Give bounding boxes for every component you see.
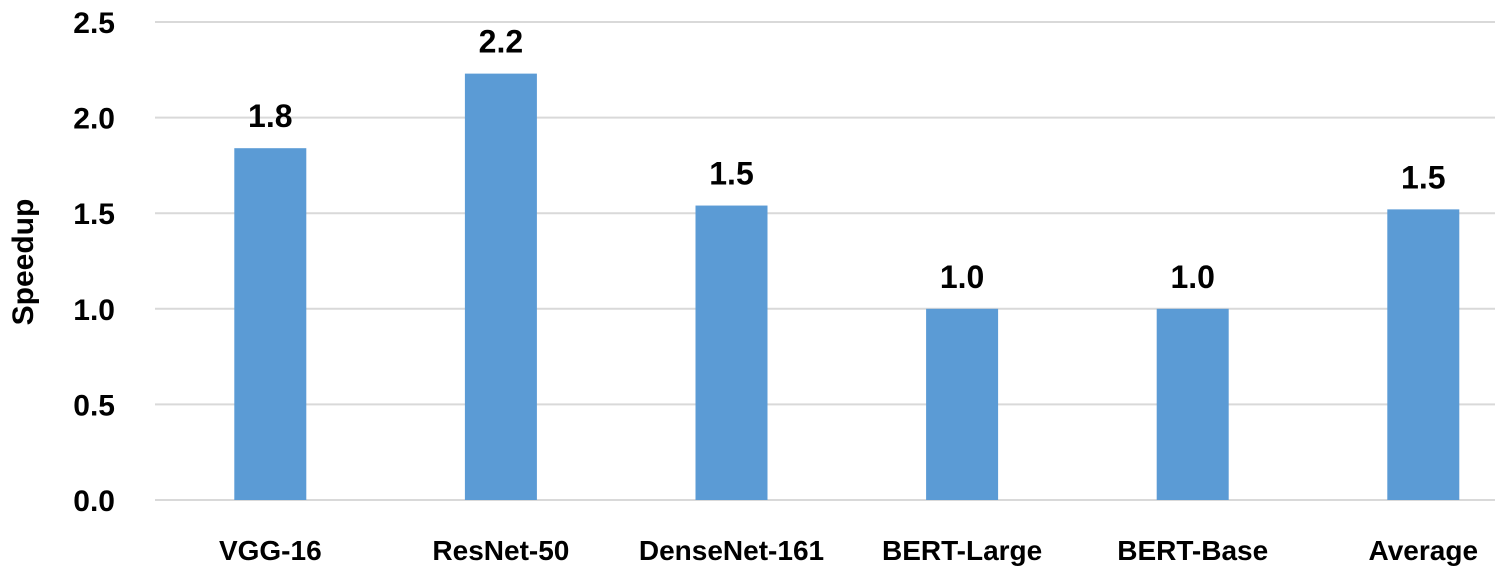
- data-labels: 1.8 2.2 1.5 1.0 1.0 1.5: [248, 24, 1445, 295]
- data-label: 2.2: [479, 24, 523, 60]
- y-tick-label: 2.5: [73, 7, 115, 40]
- y-tick-label: 1.5: [73, 198, 115, 231]
- x-tick-label: BERT-Large: [882, 535, 1042, 566]
- x-tick-label: DenseNet-161: [639, 535, 824, 566]
- x-tick-label: ResNet-50: [432, 535, 569, 566]
- x-tick-label: BERT-Base: [1117, 535, 1268, 566]
- bar-densenet-161: [695, 205, 768, 500]
- y-axis-ticks: 0.0 0.5 1.0 1.5 2.0 2.5: [73, 7, 115, 518]
- y-tick-label: 0.5: [73, 389, 115, 422]
- x-axis-ticks: VGG-16 ResNet-50 DenseNet-161 BERT-Large BER…: [219, 535, 1478, 566]
- y-tick-label: 0.0: [73, 485, 115, 518]
- data-label: 1.0: [940, 259, 984, 295]
- bar-resnet-50: [464, 73, 537, 501]
- x-tick-label: VGG-16: [219, 535, 322, 566]
- x-tick-label: Average: [1369, 535, 1478, 566]
- data-label: 1.5: [1401, 159, 1445, 195]
- y-tick-label: 1.0: [73, 294, 115, 327]
- data-label: 1.0: [1170, 259, 1214, 295]
- bar-vgg-16: [234, 148, 307, 500]
- data-label: 1.8: [248, 98, 292, 134]
- bar-average: [1387, 209, 1460, 500]
- y-axis-label: Speedup: [7, 199, 40, 326]
- bars: [234, 73, 1460, 501]
- gridlines: [155, 21, 1495, 501]
- bar-bert-base: [1156, 308, 1229, 500]
- bar-bert-large: [926, 308, 999, 500]
- y-tick-label: 2.0: [73, 103, 115, 136]
- data-label: 1.5: [709, 156, 753, 192]
